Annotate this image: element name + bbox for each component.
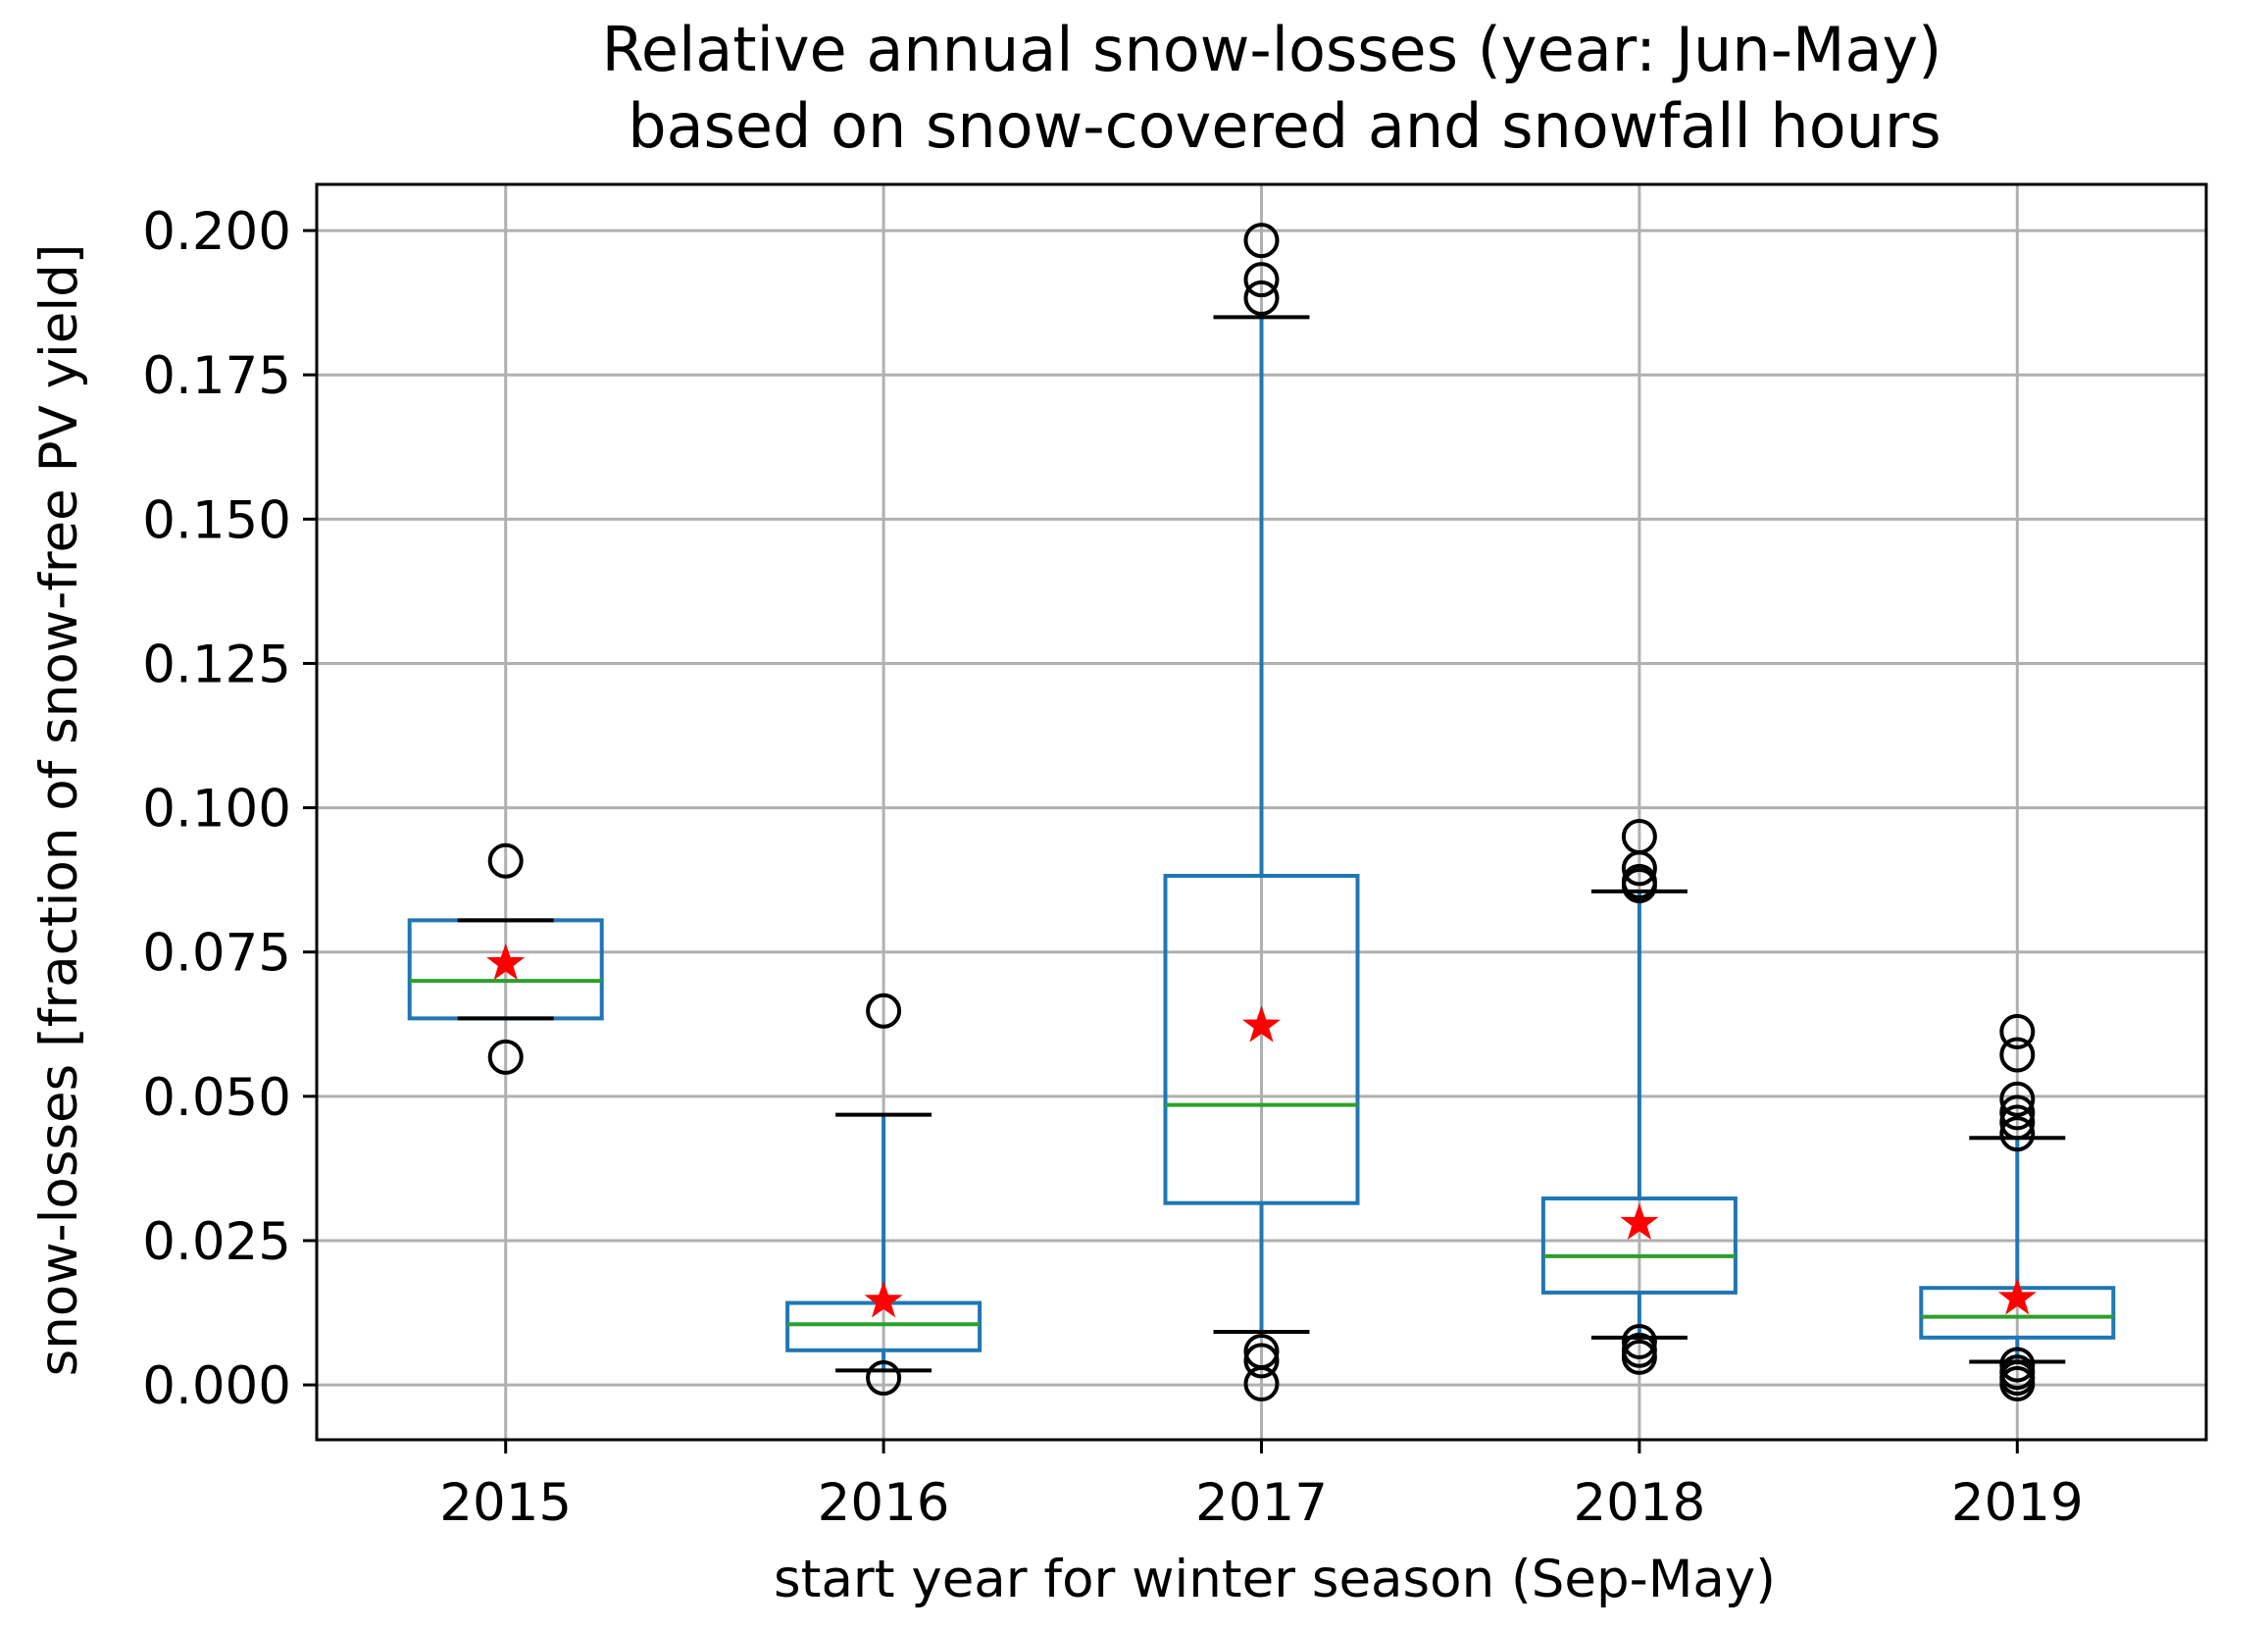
- box-group-2018: [1540, 819, 1738, 1375]
- y-tick-label: 0.175: [142, 346, 291, 406]
- y-tick-label: 0.000: [142, 1356, 291, 1416]
- mean-marker: [486, 942, 526, 981]
- outlier-point: [866, 1360, 902, 1397]
- outlier-point: [487, 1039, 524, 1075]
- outlier-point: [1243, 262, 1280, 298]
- mean-marker: [864, 1281, 903, 1318]
- outlier-point: [1999, 1081, 2036, 1117]
- box-group-2017: [1163, 223, 1360, 1401]
- x-tick-label: 2018: [1573, 1473, 1705, 1533]
- outlier-point: [1999, 1116, 2036, 1152]
- y-axis-label: snow-losses [fraction of snow-free PV yi…: [29, 244, 89, 1377]
- mean-marker: [1241, 1005, 1282, 1043]
- mean-marker: [1997, 1278, 2037, 1315]
- outlier-point: [1999, 1037, 2036, 1073]
- outlier-point: [1621, 1339, 1657, 1375]
- outlier-point: [1999, 1095, 2036, 1131]
- y-tick-label: 0.075: [142, 924, 291, 984]
- x-axis-label: start year for winter season (Sep-May): [774, 1550, 1776, 1609]
- y-tick-label: 0.050: [142, 1068, 291, 1128]
- x-tick-label: 2015: [439, 1473, 572, 1533]
- outlier-point: [1999, 1365, 2036, 1401]
- y-tick-label: 0.150: [142, 490, 291, 550]
- outlier-point: [1243, 1343, 1280, 1379]
- outlier-point: [1999, 1104, 2036, 1141]
- outlier-point: [866, 993, 902, 1029]
- outlier-point: [1621, 868, 1657, 904]
- outlier-point: [1621, 1323, 1657, 1359]
- chart-title: Relative annual snow-losses (year: Jun-M…: [602, 14, 1942, 85]
- outlier-point: [1243, 280, 1280, 316]
- plot-data: [407, 223, 2116, 1401]
- y-tick-label: 0.100: [142, 780, 291, 840]
- iqr-box: [1163, 874, 1360, 1205]
- outlier-point: [1999, 1013, 2036, 1049]
- box-group-2019: [1919, 1013, 2116, 1401]
- mean-marker: [1620, 1202, 1659, 1240]
- outlier-point: [1243, 223, 1280, 259]
- plot-frame: [315, 182, 2208, 1442]
- y-tick-label: 0.025: [142, 1212, 291, 1272]
- iqr-box: [1540, 1197, 1738, 1295]
- x-tick-label: 2019: [1951, 1473, 2084, 1533]
- axis-ticks: 0.000 0.025 0.050 0.075 0.100 0.125 0.150 0.175…: [142, 202, 2083, 1533]
- y-tick-label: 0.200: [142, 202, 291, 262]
- x-tick-label: 2017: [1195, 1473, 1328, 1533]
- box-group-2015: [407, 842, 604, 1075]
- outlier-point: [1243, 1365, 1280, 1401]
- y-tick-label: 0.125: [142, 635, 291, 694]
- outlier-point: [487, 842, 524, 879]
- x-tick-label: 2016: [818, 1473, 950, 1533]
- outlier-point: [1621, 850, 1657, 887]
- chart-subtitle: based on snow-covered and snowfall hours: [628, 90, 1940, 162]
- box-group-2016: [785, 993, 983, 1397]
